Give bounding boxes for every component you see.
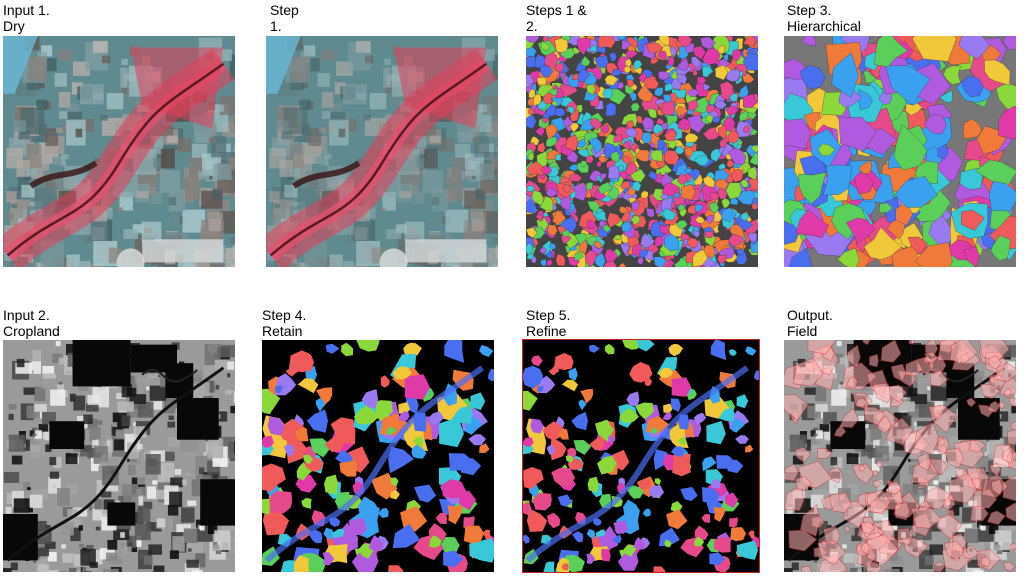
- watershed-segments-image: [526, 36, 758, 267]
- refined-field-polygons-image: [522, 339, 760, 573]
- dry-season-composite-image: [3, 36, 235, 267]
- mean-shift-image: [266, 36, 498, 267]
- hierarchical-merging-image: [784, 36, 1016, 267]
- output-field-polygons-image: [784, 340, 1016, 572]
- cropland-probabilities-image: [3, 340, 235, 572]
- retained-segments-image: [262, 340, 494, 572]
